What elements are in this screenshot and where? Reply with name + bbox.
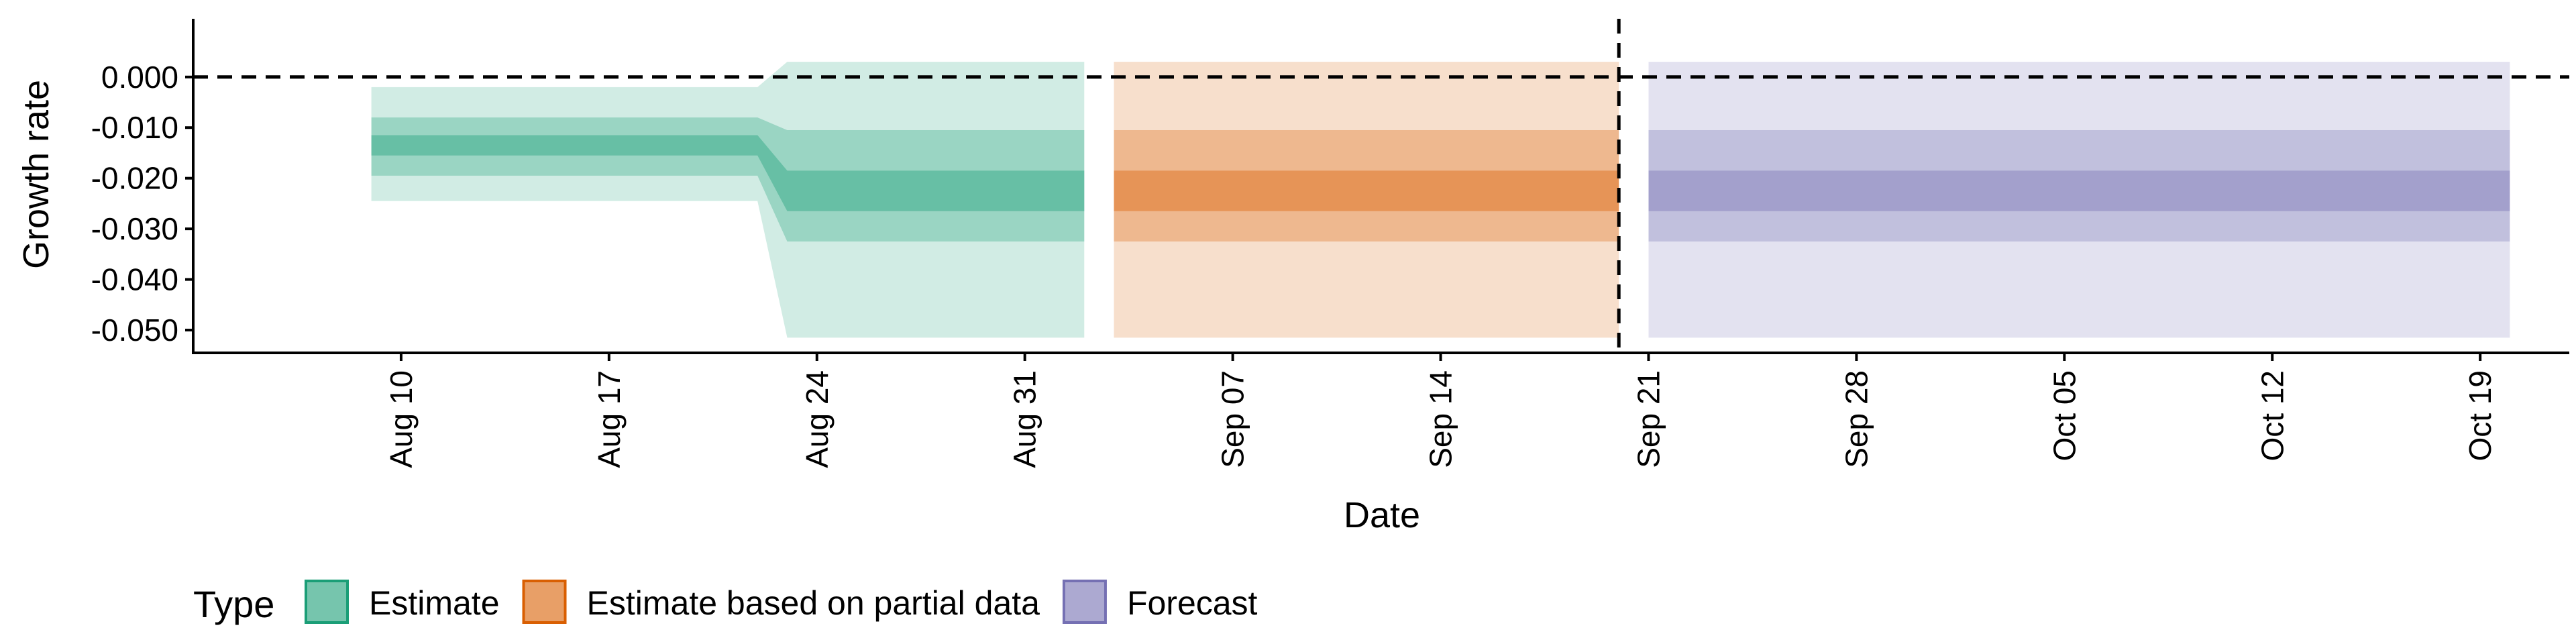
legend-label: Forecast [1127, 584, 1258, 622]
x-tick-label: Sep 07 [1216, 370, 1250, 468]
band-series-2-level-0 [1648, 62, 2510, 338]
legend-label: Estimate [369, 584, 500, 622]
legend-swatch [305, 580, 349, 624]
band-series-0-level-0 [371, 62, 1085, 338]
x-tick-label: Aug 31 [1008, 370, 1042, 468]
legend-label: Estimate based on partial data [587, 584, 1040, 622]
y-tick-label: -0.040 [91, 262, 178, 297]
x-tick-label: Oct 12 [2255, 370, 2290, 462]
x-axis-ticks: Aug 10 Aug 17 Aug 24 Aug 31 Sep 07 Sep 14 Sep … [384, 353, 2498, 468]
band-series-2-level-2 [1648, 170, 2510, 211]
y-axis-title: Growth rate [16, 80, 56, 269]
x-axis-title: Date [1344, 495, 1420, 535]
legend-swatch [1062, 580, 1107, 624]
band-series-1-level-0 [1114, 62, 1619, 338]
x-tick-label: Aug 10 [384, 370, 419, 468]
band-series-2-level-1 [1648, 130, 2510, 241]
band-series-0-level-1 [371, 117, 1085, 241]
x-tick-label: Aug 17 [592, 370, 627, 468]
x-tick-label: Sep 21 [1631, 370, 1666, 468]
legend-swatch [522, 580, 567, 624]
y-tick-label: 0.000 [101, 60, 178, 95]
band-series-0-level-2 [371, 135, 1085, 211]
legend-title: Type [193, 583, 274, 625]
band-layer [371, 62, 2510, 338]
x-tick-label: Oct 05 [2047, 370, 2082, 462]
legend: Type Estimate Estimate based on partial d… [193, 580, 1258, 625]
y-tick-label: -0.010 [91, 110, 178, 145]
band-series-1-level-1 [1114, 130, 1619, 241]
x-tick-label: Oct 19 [2463, 370, 2498, 462]
x-tick-label: Aug 24 [800, 370, 835, 468]
y-tick-label: -0.030 [91, 211, 178, 246]
x-tick-label: Sep 14 [1424, 370, 1458, 468]
y-tick-label: -0.050 [91, 313, 178, 347]
y-axis-ticks: 0.000 -0.010 -0.020 -0.030 -0.040 -0.050 [91, 60, 193, 347]
band-series-1-level-2 [1114, 170, 1619, 211]
y-tick-label: -0.020 [91, 161, 178, 196]
x-tick-label: Sep 28 [1839, 370, 1874, 468]
